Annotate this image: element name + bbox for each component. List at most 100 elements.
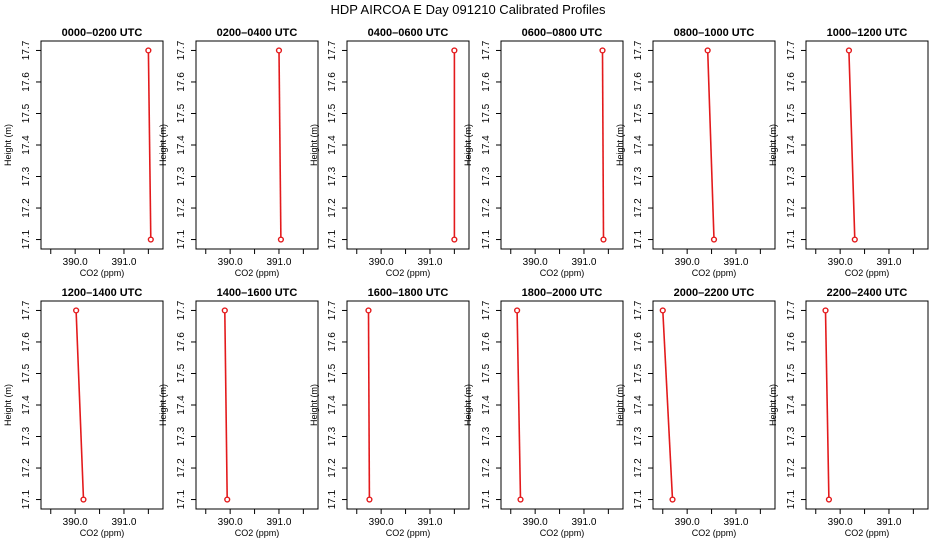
chart-panel: 0800–1000 UTC 17.1 17.2 17.3 17.4 17.5 17.6 17.… bbox=[615, 27, 776, 278]
data-point bbox=[73, 307, 80, 314]
data-point bbox=[366, 496, 373, 503]
y-tick-label: 17.6 bbox=[786, 332, 797, 352]
series-line bbox=[147, 50, 152, 240]
y-tick-label: 17.3 bbox=[176, 426, 187, 446]
y-tick-label: 17.1 bbox=[327, 489, 338, 509]
y-tick-label: 17.2 bbox=[481, 198, 492, 218]
y-tick-label: 17.1 bbox=[786, 489, 797, 509]
y-tick-label: 17.5 bbox=[21, 103, 32, 123]
panel-title: 1400–1600 UTC bbox=[217, 287, 298, 299]
y-tick-label: 17.5 bbox=[176, 363, 187, 383]
series-line bbox=[824, 310, 830, 500]
y-tick-label: 17.4 bbox=[21, 395, 32, 415]
y-axis-label: Height (m) bbox=[158, 124, 168, 166]
x-tick-label: 391.0 bbox=[723, 257, 748, 268]
y-axis-label: Height (m) bbox=[463, 124, 473, 166]
x-axis-label: CO2 (ppm) bbox=[540, 268, 585, 278]
y-tick-label: 17.4 bbox=[786, 395, 797, 415]
y-tick-label: 17.1 bbox=[21, 489, 32, 509]
y-axis-label: Height (m) bbox=[3, 384, 13, 426]
y-tick-label: 17.5 bbox=[786, 363, 797, 383]
y-tick-label: 17.1 bbox=[481, 489, 492, 509]
chart-panel: 1600–1800 UTC 17.1 17.2 17.3 17.4 17.5 17.6 17.… bbox=[309, 287, 470, 538]
y-tick-label: 17.6 bbox=[176, 332, 187, 352]
y-tick-label: 17.4 bbox=[786, 135, 797, 155]
y-tick-label: 17.6 bbox=[327, 332, 338, 352]
data-point bbox=[221, 307, 228, 314]
y-tick-label: 17.2 bbox=[786, 198, 797, 218]
plot-frame bbox=[40, 40, 164, 250]
y-tick-label: 17.2 bbox=[633, 458, 644, 478]
x-tick-label: 391.0 bbox=[111, 257, 136, 268]
data-point bbox=[825, 496, 833, 503]
plot-frame bbox=[346, 40, 470, 250]
y-tick-label: 17.5 bbox=[176, 103, 187, 123]
y-axis-label: Height (m) bbox=[463, 384, 473, 426]
x-axis-label: CO2 (ppm) bbox=[386, 528, 431, 538]
y-tick-label: 17.2 bbox=[327, 458, 338, 478]
y-tick-label: 17.3 bbox=[176, 166, 187, 186]
data-point bbox=[147, 236, 154, 243]
y-tick-label: 17.6 bbox=[481, 72, 492, 92]
plot-frame bbox=[805, 300, 929, 510]
y-tick-label: 17.3 bbox=[327, 426, 338, 446]
panel-title: 1600–1800 UTC bbox=[368, 287, 449, 299]
data-point bbox=[451, 47, 458, 54]
y-tick-label: 17.4 bbox=[481, 395, 492, 415]
x-axis-label: CO2 (ppm) bbox=[540, 528, 585, 538]
y-tick-label: 17.7 bbox=[633, 300, 644, 320]
y-tick-label: 17.7 bbox=[786, 300, 797, 320]
y-axis-label: Height (m) bbox=[309, 384, 319, 426]
data-point bbox=[277, 236, 285, 243]
x-tick-label: 390.0 bbox=[63, 257, 88, 268]
x-tick-label: 390.0 bbox=[523, 517, 548, 528]
series-line bbox=[601, 50, 605, 240]
chart-panel: 0200–0400 UTC 17.1 17.2 17.3 17.4 17.5 17.6 17.… bbox=[158, 27, 319, 278]
y-tick-label: 17.2 bbox=[21, 458, 32, 478]
chart-panel: 0600–0800 UTC 17.1 17.2 17.3 17.4 17.5 17.6 17.… bbox=[463, 27, 624, 278]
data-point bbox=[80, 496, 87, 503]
y-tick-label: 17.1 bbox=[176, 489, 187, 509]
x-tick-label: 390.0 bbox=[675, 257, 700, 268]
chart-panel: 1200–1400 UTC 17.1 17.2 17.3 17.4 17.5 17.6 17.… bbox=[3, 287, 164, 538]
data-point bbox=[517, 496, 524, 503]
x-axis-label: CO2 (ppm) bbox=[845, 268, 890, 278]
y-tick-label: 17.3 bbox=[786, 426, 797, 446]
y-tick-label: 17.5 bbox=[327, 363, 338, 383]
y-axis-label: Height (m) bbox=[158, 384, 168, 426]
chart-panel: 0400–0600 UTC 17.1 17.2 17.3 17.4 17.5 17.6 17.… bbox=[309, 27, 470, 278]
x-axis-label: CO2 (ppm) bbox=[235, 528, 280, 538]
x-tick-label: 391.0 bbox=[876, 257, 901, 268]
data-point bbox=[851, 236, 858, 243]
x-axis-label: CO2 (ppm) bbox=[80, 528, 125, 538]
y-tick-label: 17.2 bbox=[633, 198, 644, 218]
y-tick-label: 17.7 bbox=[327, 40, 338, 60]
x-tick-label: 390.0 bbox=[828, 257, 853, 268]
y-tick-label: 17.5 bbox=[481, 103, 492, 123]
y-tick-label: 17.1 bbox=[21, 229, 32, 249]
y-tick-label: 17.7 bbox=[176, 40, 187, 60]
y-tick-label: 17.7 bbox=[21, 300, 32, 320]
data-point bbox=[224, 496, 231, 503]
y-axis-label: Height (m) bbox=[768, 124, 778, 166]
panel-title: 0400–0600 UTC bbox=[368, 27, 449, 39]
series-line bbox=[224, 310, 228, 500]
y-tick-label: 17.5 bbox=[786, 103, 797, 123]
y-tick-label: 17.3 bbox=[481, 426, 492, 446]
chart-panel: 1400–1600 UTC 17.1 17.2 17.3 17.4 17.5 17.6 17.… bbox=[158, 287, 319, 538]
y-tick-label: 17.2 bbox=[176, 198, 187, 218]
x-tick-label: 391.0 bbox=[876, 517, 901, 528]
y-tick-label: 17.7 bbox=[481, 300, 492, 320]
y-tick-label: 17.7 bbox=[327, 300, 338, 320]
y-tick-label: 17.5 bbox=[481, 363, 492, 383]
x-tick-label: 390.0 bbox=[218, 517, 243, 528]
y-tick-label: 17.2 bbox=[327, 198, 338, 218]
y-tick-label: 17.1 bbox=[786, 229, 797, 249]
x-axis-label: CO2 (ppm) bbox=[235, 268, 280, 278]
y-axis-label: Height (m) bbox=[615, 124, 625, 166]
y-tick-label: 17.6 bbox=[176, 72, 187, 92]
y-tick-label: 17.3 bbox=[786, 166, 797, 186]
y-tick-label: 17.7 bbox=[21, 40, 32, 60]
x-tick-label: 391.0 bbox=[571, 517, 596, 528]
y-tick-label: 17.6 bbox=[786, 72, 797, 92]
